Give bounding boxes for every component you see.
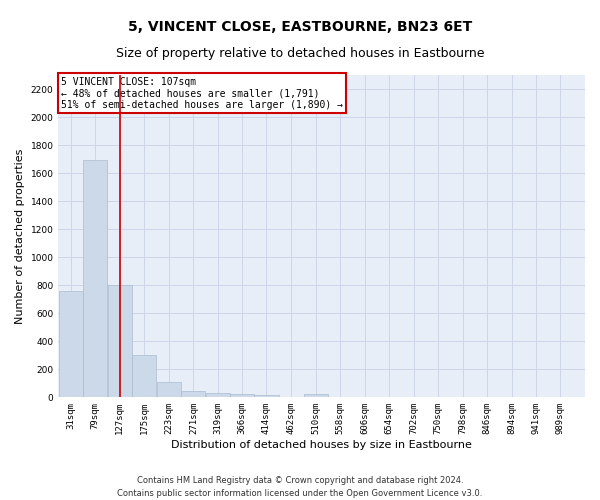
- Text: 5, VINCENT CLOSE, EASTBOURNE, BN23 6ET: 5, VINCENT CLOSE, EASTBOURNE, BN23 6ET: [128, 20, 472, 34]
- Bar: [83, 160, 107, 398]
- Text: 5 VINCENT CLOSE: 107sqm
← 48% of detached houses are smaller (1,791)
51% of semi: 5 VINCENT CLOSE: 107sqm ← 48% of detache…: [61, 76, 343, 110]
- Bar: [132, 356, 157, 398]
- Bar: [108, 285, 132, 398]
- Bar: [254, 394, 278, 398]
- Bar: [157, 382, 181, 398]
- Bar: [230, 394, 254, 398]
- Text: Contains HM Land Registry data © Crown copyright and database right 2024.
Contai: Contains HM Land Registry data © Crown c…: [118, 476, 482, 498]
- Bar: [304, 394, 328, 398]
- Y-axis label: Number of detached properties: Number of detached properties: [15, 148, 25, 324]
- Bar: [206, 393, 230, 398]
- Text: Size of property relative to detached houses in Eastbourne: Size of property relative to detached ho…: [116, 48, 484, 60]
- Bar: [59, 291, 83, 398]
- Bar: [181, 392, 205, 398]
- X-axis label: Distribution of detached houses by size in Eastbourne: Distribution of detached houses by size …: [171, 440, 472, 450]
